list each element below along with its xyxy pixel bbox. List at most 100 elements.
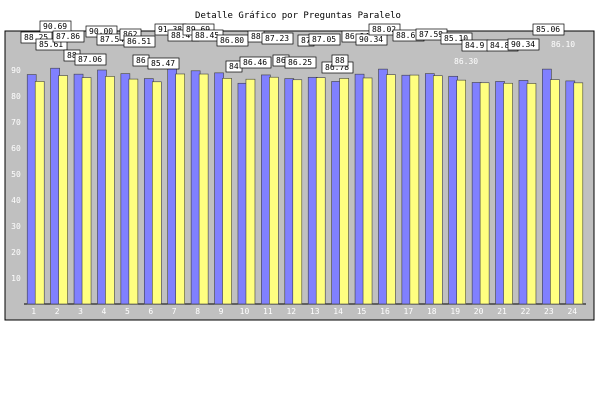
data-label-box [440, 32, 473, 45]
bar-series-1 [50, 67, 60, 305]
x-tick-label: 4 [102, 307, 107, 316]
chart-title: Detalle Gráfico por Preguntas Paralelo [195, 11, 401, 21]
bar-marks [26, 66, 584, 305]
bar-series-2 [292, 79, 303, 305]
bar-series-1 [97, 69, 107, 305]
data-label-box [261, 32, 294, 45]
data-label: 87.54 [100, 35, 124, 44]
data-label-box [507, 38, 540, 51]
bar-series-1 [471, 82, 482, 305]
data-label-box [35, 38, 68, 51]
data-label-box [284, 56, 317, 69]
bar-series-2 [245, 78, 256, 305]
bar-series-2 [526, 83, 537, 305]
x-tick-label: 22 [521, 307, 531, 316]
bar-series-1 [190, 70, 201, 305]
bar-series-1 [120, 73, 131, 305]
data-label: 88 [251, 32, 261, 41]
y-tick-label: 90 [11, 66, 21, 75]
data-label: 86.10 [551, 40, 575, 49]
bar-series-2 [432, 75, 443, 305]
y-tick-label: 10 [11, 274, 21, 283]
bar-series-1 [331, 81, 341, 305]
data-label: 86.30 [454, 57, 478, 66]
y-tick-label: 30 [11, 222, 21, 231]
bar-series-1 [424, 73, 435, 305]
x-tick-label: 2 [55, 307, 60, 316]
bar-series-1 [495, 81, 505, 305]
x-tick-label: 5 [125, 307, 130, 316]
data-label: 85.06 [536, 25, 560, 34]
data-label: 87.23 [265, 34, 289, 43]
data-label: 90.34 [359, 35, 383, 44]
y-tick-label: 80 [11, 92, 21, 101]
data-label: 90.69 [43, 22, 67, 31]
bar-series-2 [550, 79, 560, 305]
x-tick-label: 12 [286, 307, 296, 316]
data-label-box [239, 56, 272, 69]
data-label-box [74, 53, 107, 66]
x-tick-label: 1 [31, 307, 36, 316]
y-tick-labels: 10 20 30 40 50 60 70 80 90 [11, 66, 21, 283]
x-tick-label: 18 [427, 307, 437, 316]
data-label: 86.78 [325, 63, 349, 72]
data-label: 85.47 [151, 59, 175, 68]
bar-series-2 [128, 78, 139, 305]
data-label: 88.25 [24, 33, 48, 42]
bar-series-1 [378, 68, 388, 305]
data-label: 86.25 [288, 58, 312, 67]
data-label: 86.46 [243, 58, 267, 67]
data-label-box [123, 35, 156, 48]
data-label: 87.06 [78, 55, 102, 64]
data-label: 88.62 [396, 31, 420, 40]
bar-series-1 [401, 74, 412, 305]
bar-series-1 [542, 68, 552, 305]
x-tick-label: 23 [544, 307, 554, 316]
x-tick-label: 10 [240, 307, 250, 316]
data-label-box [147, 57, 180, 70]
data-label: 89.69 [186, 25, 210, 34]
bar-series-2 [222, 78, 232, 305]
x-tick-label: 3 [78, 307, 83, 316]
bar-series-1 [26, 74, 37, 305]
data-label-box [331, 54, 349, 67]
data-label: 88 [335, 56, 345, 65]
bar-series-2 [175, 73, 186, 305]
data-label: 88.45 [195, 31, 219, 40]
x-tick-label: 19 [450, 307, 460, 316]
bar-series-1 [237, 82, 248, 305]
bar-series-2 [34, 81, 45, 305]
y-tick-label: 70 [11, 118, 21, 127]
data-label-box [368, 23, 401, 36]
data-label: 84.9 [465, 41, 484, 50]
data-label: 85.10 [444, 34, 468, 43]
data-label: 88.47 [171, 31, 195, 40]
bar-series-2 [339, 78, 349, 305]
data-label: 86 [276, 56, 286, 65]
x-tick-labels: 1 2 3 4 5 6 7 8 9 10 11 12 13 14 15 16 17 18 19 20 21 22 23 24 [31, 307, 577, 316]
bar-series-1 [261, 74, 271, 305]
bar-series-2 [269, 76, 279, 305]
data-label: 85.61 [39, 40, 63, 49]
data-label: 84 [229, 62, 239, 71]
x-tick-label: 15 [357, 307, 367, 316]
bar-series-1 [214, 72, 224, 305]
bar-series-1 [167, 66, 178, 305]
y-tick-label: 60 [11, 144, 21, 153]
data-label: 86.51 [127, 37, 151, 46]
bar-series-1 [73, 73, 84, 305]
data-label: 91.38 [158, 25, 182, 34]
bar-series-2 [315, 77, 326, 305]
x-tick-label: 21 [497, 307, 507, 316]
x-tick-label: 6 [148, 307, 153, 316]
bar-series-1 [284, 78, 295, 305]
bar-series-2 [503, 82, 513, 305]
bar-series-2 [456, 79, 467, 305]
bar-series-2 [409, 74, 420, 305]
bar-series-1 [354, 73, 365, 305]
bar-series-2 [81, 77, 92, 305]
bar-series-2 [198, 73, 209, 305]
